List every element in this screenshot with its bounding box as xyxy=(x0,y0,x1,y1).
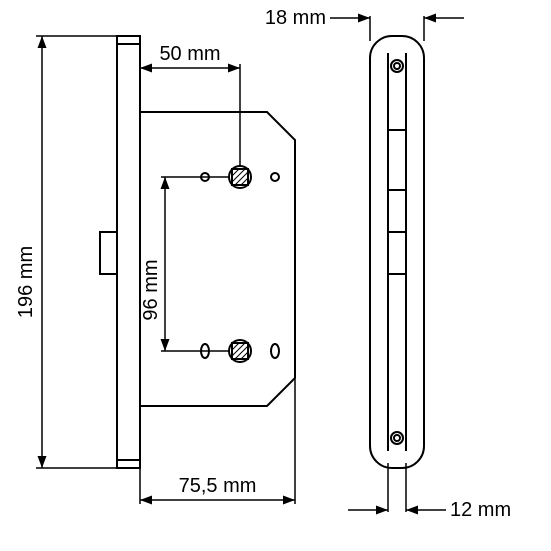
case-oval-hole xyxy=(271,344,279,358)
label-96mm: 96 mm xyxy=(140,259,162,320)
strike-screw-hole-inner xyxy=(394,435,400,441)
label-50mm: 50 mm xyxy=(159,43,220,65)
faceplate-inner xyxy=(117,44,140,460)
label-18mm: 18 mm xyxy=(265,7,326,29)
label-12mm: 12 mm xyxy=(450,499,511,521)
strike-screw-hole xyxy=(391,60,403,72)
strike-slot-1 xyxy=(388,130,406,190)
strike-slot-2 xyxy=(388,232,406,274)
lock-dimension-diagram: 196 mm 96 mm 50 mm 75,5 mm 18 mm 12 mm xyxy=(0,0,551,551)
label-755mm: 75,5 mm xyxy=(179,475,257,497)
strike-screw-hole xyxy=(391,432,403,444)
case-screw-hole xyxy=(271,173,279,181)
strike-screw-hole-inner xyxy=(394,63,400,69)
latch-bolt xyxy=(100,232,117,274)
lock-case xyxy=(140,112,295,406)
strike-plate-outer xyxy=(370,36,424,468)
spindle-square-bot xyxy=(232,343,248,359)
label-196mm: 196 mm xyxy=(15,246,37,318)
faceplate-outer xyxy=(117,36,140,468)
spindle-square-top xyxy=(232,169,248,185)
